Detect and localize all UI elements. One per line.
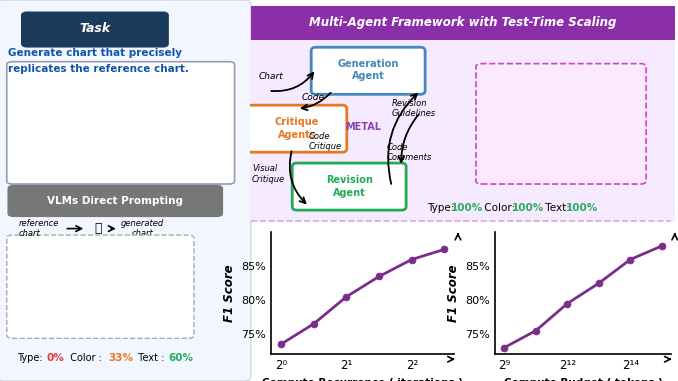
- Text: Color :: Color :: [64, 353, 105, 363]
- Y-axis label: F1 Score: F1 Score: [447, 264, 460, 322]
- Text: 100%: 100%: [451, 203, 483, 213]
- Text: generated
chart: generated chart: [121, 219, 164, 238]
- Text: Multi-Agent Framework with Test-Time Scaling: Multi-Agent Framework with Test-Time Sca…: [309, 16, 617, 29]
- Text: Generate chart that precisely: Generate chart that precisely: [8, 48, 182, 58]
- Text: Visual
Critique: Visual Critique: [252, 164, 285, 184]
- Text: Generation
Agent: Generation Agent: [338, 59, 399, 81]
- Y-axis label: F1 Score: F1 Score: [223, 264, 236, 322]
- FancyBboxPatch shape: [247, 105, 346, 152]
- Text: replicates the reference chart.: replicates the reference chart.: [8, 64, 189, 74]
- Text: Color:: Color:: [481, 203, 519, 213]
- X-axis label: Compute Budget ( tokens ): Compute Budget ( tokens ): [504, 378, 662, 381]
- Text: reference
chart: reference chart: [19, 219, 60, 238]
- Text: Text :: Text :: [132, 353, 167, 363]
- Text: Code
Critique: Code Critique: [309, 132, 342, 151]
- X-axis label: Compute Recurrence ( iterations ): Compute Recurrence ( iterations ): [262, 378, 463, 381]
- FancyBboxPatch shape: [292, 163, 406, 210]
- Text: Text:: Text:: [542, 203, 574, 213]
- Text: Revision
Agent: Revision Agent: [325, 175, 373, 198]
- Text: Code: Code: [302, 93, 325, 102]
- Text: Type:: Type:: [17, 353, 45, 363]
- Text: 100%: 100%: [512, 203, 544, 213]
- Text: VLMs Direct Prompting: VLMs Direct Prompting: [47, 196, 183, 206]
- Text: 0%: 0%: [46, 353, 64, 363]
- Text: 🔄: 🔄: [94, 222, 102, 235]
- Text: Critique
Agents: Critique Agents: [275, 117, 319, 140]
- FancyBboxPatch shape: [311, 47, 425, 94]
- Text: Chart: Chart: [259, 72, 284, 81]
- Text: Revision
Guidelines: Revision Guidelines: [392, 99, 436, 118]
- Text: 33%: 33%: [108, 353, 134, 363]
- Text: METAL: METAL: [345, 122, 382, 132]
- Text: Code
Comments: Code Comments: [387, 142, 433, 162]
- Text: 60%: 60%: [168, 353, 193, 363]
- Text: 100%: 100%: [566, 203, 599, 213]
- Text: Task: Task: [79, 22, 111, 35]
- Text: Type:: Type:: [427, 203, 458, 213]
